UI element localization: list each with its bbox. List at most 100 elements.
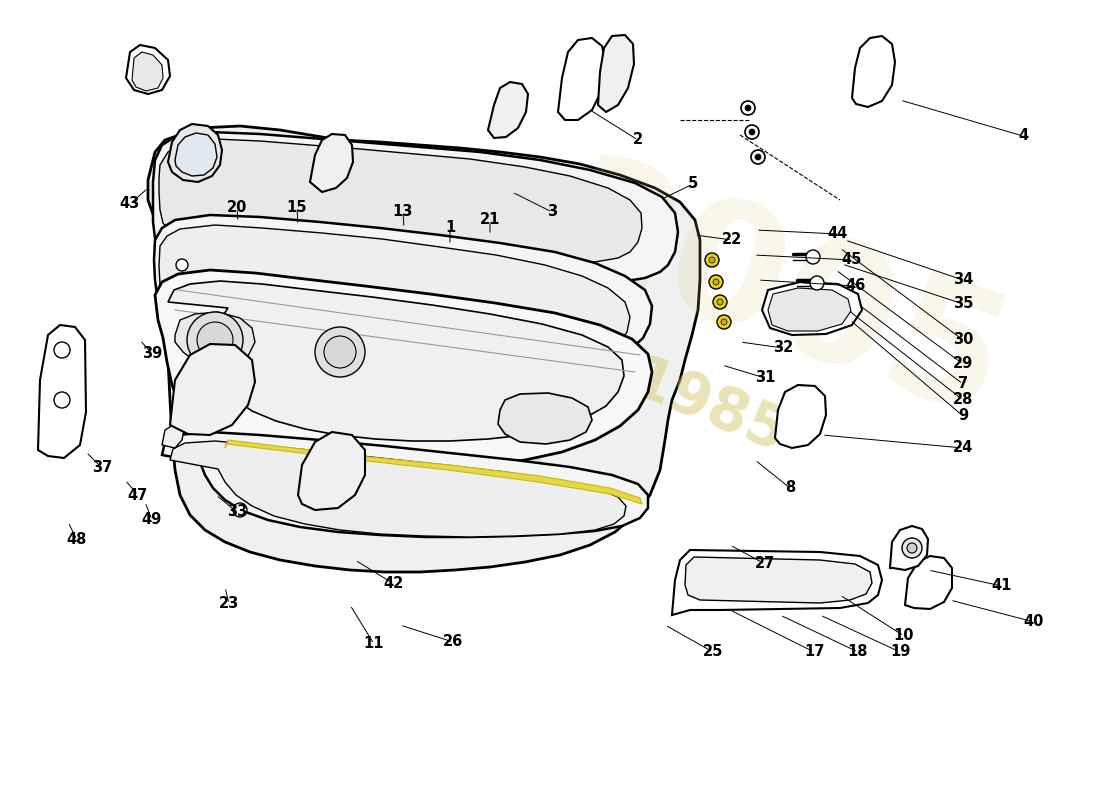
Circle shape (713, 279, 719, 285)
Circle shape (197, 322, 233, 358)
Text: 2: 2 (632, 133, 644, 147)
Circle shape (749, 129, 755, 135)
Text: 37: 37 (92, 461, 112, 475)
Text: 17: 17 (804, 645, 824, 659)
Text: a passion: a passion (386, 403, 573, 497)
Text: 49: 49 (142, 513, 162, 527)
Polygon shape (170, 441, 626, 537)
Polygon shape (310, 134, 353, 192)
Text: 3: 3 (547, 205, 557, 219)
Polygon shape (39, 325, 86, 458)
Text: 40: 40 (1024, 614, 1044, 630)
Polygon shape (162, 422, 185, 448)
Polygon shape (168, 124, 222, 182)
Circle shape (754, 577, 767, 591)
Text: 41: 41 (992, 578, 1012, 594)
Text: 24: 24 (953, 441, 974, 455)
Circle shape (176, 259, 188, 271)
Polygon shape (160, 139, 642, 265)
Circle shape (54, 392, 70, 408)
Text: 10: 10 (893, 629, 914, 643)
Polygon shape (154, 215, 652, 364)
Circle shape (741, 101, 755, 115)
Circle shape (751, 150, 764, 164)
Circle shape (187, 312, 243, 368)
Text: 7: 7 (958, 377, 968, 391)
Circle shape (713, 295, 727, 309)
Polygon shape (890, 526, 928, 570)
Text: 46: 46 (845, 278, 865, 294)
Polygon shape (488, 82, 528, 138)
Polygon shape (175, 312, 255, 366)
Circle shape (745, 105, 751, 111)
Circle shape (720, 319, 727, 325)
Polygon shape (672, 550, 882, 615)
Text: 39: 39 (142, 346, 162, 362)
Polygon shape (153, 132, 678, 285)
Polygon shape (852, 36, 895, 107)
Circle shape (849, 581, 864, 595)
Polygon shape (162, 432, 648, 537)
Text: 5: 5 (688, 177, 698, 191)
Text: 9: 9 (958, 409, 968, 423)
Text: 27: 27 (755, 557, 775, 571)
Polygon shape (905, 556, 952, 609)
Text: 15: 15 (287, 201, 307, 215)
Text: 31: 31 (755, 370, 775, 386)
Polygon shape (132, 52, 163, 91)
Text: 20: 20 (227, 201, 248, 215)
Text: 2005: 2005 (535, 144, 1026, 456)
Circle shape (902, 538, 922, 558)
Text: 13: 13 (393, 205, 414, 219)
Text: 33: 33 (227, 505, 248, 519)
Polygon shape (155, 270, 652, 469)
Polygon shape (776, 385, 826, 448)
Text: 42: 42 (384, 577, 404, 591)
Polygon shape (685, 557, 872, 603)
Circle shape (806, 250, 820, 264)
Polygon shape (762, 282, 862, 335)
Polygon shape (226, 440, 642, 504)
Text: 26: 26 (443, 634, 463, 650)
Text: 29: 29 (953, 357, 974, 371)
Circle shape (710, 275, 723, 289)
Circle shape (755, 154, 761, 160)
Text: since 1985: since 1985 (446, 278, 794, 462)
Text: 32: 32 (773, 341, 793, 355)
Text: 44: 44 (828, 226, 848, 242)
Polygon shape (598, 35, 634, 112)
Circle shape (908, 543, 917, 553)
Polygon shape (558, 38, 606, 120)
Text: 11: 11 (364, 637, 384, 651)
Circle shape (315, 327, 365, 377)
Text: 48: 48 (67, 533, 87, 547)
Text: 28: 28 (953, 393, 974, 407)
Polygon shape (768, 288, 851, 331)
Text: 8: 8 (785, 481, 795, 495)
Text: 19: 19 (890, 645, 910, 659)
Circle shape (717, 299, 723, 305)
Circle shape (810, 276, 824, 290)
Text: 1: 1 (444, 221, 455, 235)
Polygon shape (298, 432, 365, 510)
Circle shape (695, 575, 710, 589)
Circle shape (717, 315, 732, 329)
Text: 25: 25 (703, 645, 723, 659)
Circle shape (233, 503, 248, 517)
Text: 21: 21 (480, 213, 501, 227)
Circle shape (705, 253, 719, 267)
Circle shape (54, 342, 70, 358)
Polygon shape (170, 344, 255, 435)
Text: 30: 30 (953, 333, 974, 347)
Polygon shape (175, 133, 217, 176)
Text: 4: 4 (1018, 129, 1028, 143)
Circle shape (710, 257, 715, 263)
Polygon shape (168, 281, 624, 441)
Text: 35: 35 (953, 297, 974, 311)
Text: 45: 45 (842, 253, 862, 267)
Polygon shape (498, 393, 592, 444)
Text: 22: 22 (722, 233, 742, 247)
Circle shape (745, 125, 759, 139)
Polygon shape (126, 45, 170, 94)
Text: 18: 18 (848, 645, 868, 659)
